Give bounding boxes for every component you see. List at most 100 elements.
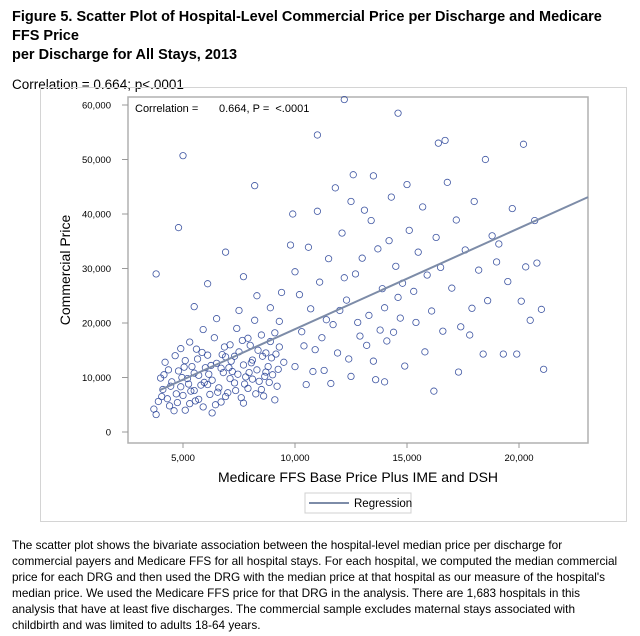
data-point	[252, 390, 260, 398]
data-point	[380, 304, 389, 312]
data-point	[389, 328, 398, 336]
data-point	[412, 318, 420, 327]
data-point	[195, 395, 203, 403]
data-point	[174, 224, 183, 232]
data-point	[275, 343, 283, 351]
description-line: price for each DRG and then used the DRG…	[12, 570, 606, 584]
data-point	[428, 307, 436, 315]
data-point	[454, 368, 463, 376]
figure-title-line: per Discharge for All Stays, 2013	[12, 47, 238, 63]
y-tick-label: 10,000	[82, 373, 111, 384]
data-point	[434, 139, 442, 147]
figure-title: Figure 5. Scatter Plot of Hospital-Level…	[12, 8, 632, 65]
y-tick-label: 50,000	[82, 155, 111, 166]
data-point	[260, 392, 268, 400]
data-point	[347, 197, 355, 206]
data-point	[200, 378, 208, 387]
data-point	[475, 266, 483, 274]
data-point	[154, 397, 162, 406]
data-point	[526, 316, 534, 324]
data-point	[191, 397, 199, 405]
data-point	[320, 366, 328, 375]
y-tick-label: 60,000	[82, 101, 111, 112]
description-line: commercial payers and Medicare FFS for a…	[12, 554, 618, 568]
data-point	[307, 305, 315, 313]
data-point	[380, 378, 389, 386]
data-point	[232, 386, 240, 395]
data-point	[187, 387, 195, 395]
data-point	[313, 131, 321, 139]
data-point	[369, 357, 377, 365]
data-point	[396, 314, 404, 322]
data-point	[261, 372, 269, 381]
data-point	[313, 207, 321, 215]
data-point	[186, 338, 194, 346]
data-point	[161, 358, 169, 366]
data-point	[164, 366, 173, 374]
data-point	[193, 355, 202, 363]
legend-box	[304, 492, 412, 514]
data-point	[257, 331, 265, 339]
data-point	[295, 291, 304, 299]
data-point	[365, 311, 373, 319]
inset-value: 0.664, P = <.0001	[219, 103, 309, 115]
data-point	[369, 172, 377, 180]
data-point	[345, 355, 353, 363]
data-point	[291, 268, 299, 276]
data-point	[179, 152, 187, 160]
data-point	[452, 216, 460, 224]
data-point	[394, 109, 402, 117]
data-point	[349, 171, 357, 179]
data-point	[419, 203, 427, 211]
data-point	[318, 334, 326, 342]
data-point	[181, 357, 189, 365]
x-tick-label: 15,000	[392, 453, 421, 464]
data-point	[208, 409, 216, 417]
data-point	[340, 95, 348, 104]
data-point	[262, 368, 270, 376]
data-point	[230, 352, 239, 360]
data-point	[204, 280, 212, 288]
data-point	[316, 278, 324, 286]
description: The scatter plot shows the bivariate ass…	[12, 537, 632, 633]
data-point	[441, 136, 449, 145]
data-point	[410, 287, 418, 295]
y-axis-label: Commercial Price	[57, 215, 73, 326]
plot-area	[127, 96, 589, 444]
data-point	[152, 410, 160, 419]
data-point	[522, 263, 530, 271]
data-point	[327, 379, 335, 388]
data-point	[385, 237, 393, 245]
data-point	[239, 361, 248, 369]
data-point	[226, 374, 234, 383]
data-point	[291, 362, 299, 371]
data-point	[173, 398, 181, 407]
data-point	[383, 337, 391, 345]
data-point	[177, 383, 185, 391]
data-point	[271, 396, 279, 404]
data-point	[242, 373, 250, 381]
data-point	[171, 352, 179, 360]
data-point	[537, 305, 546, 313]
data-point	[206, 390, 214, 398]
y-tick-label: 20,000	[82, 319, 111, 330]
data-point	[177, 345, 185, 353]
data-point	[186, 400, 194, 408]
data-point	[267, 354, 276, 362]
data-point	[439, 327, 447, 335]
data-point	[199, 325, 207, 334]
data-point	[225, 364, 233, 372]
data-point	[266, 304, 274, 312]
data-point	[331, 184, 339, 192]
data-point	[219, 368, 227, 377]
data-point	[159, 385, 167, 394]
data-point	[499, 350, 507, 358]
data-point	[414, 248, 422, 256]
data-point	[304, 243, 313, 251]
data-point	[517, 297, 525, 305]
data-point	[392, 262, 400, 270]
description-line: childbirth and was limited to adults 18-…	[12, 618, 261, 632]
description-line: The scatter plot shows the bivariate ass…	[12, 538, 563, 552]
data-point	[421, 348, 429, 356]
data-point	[300, 342, 308, 350]
